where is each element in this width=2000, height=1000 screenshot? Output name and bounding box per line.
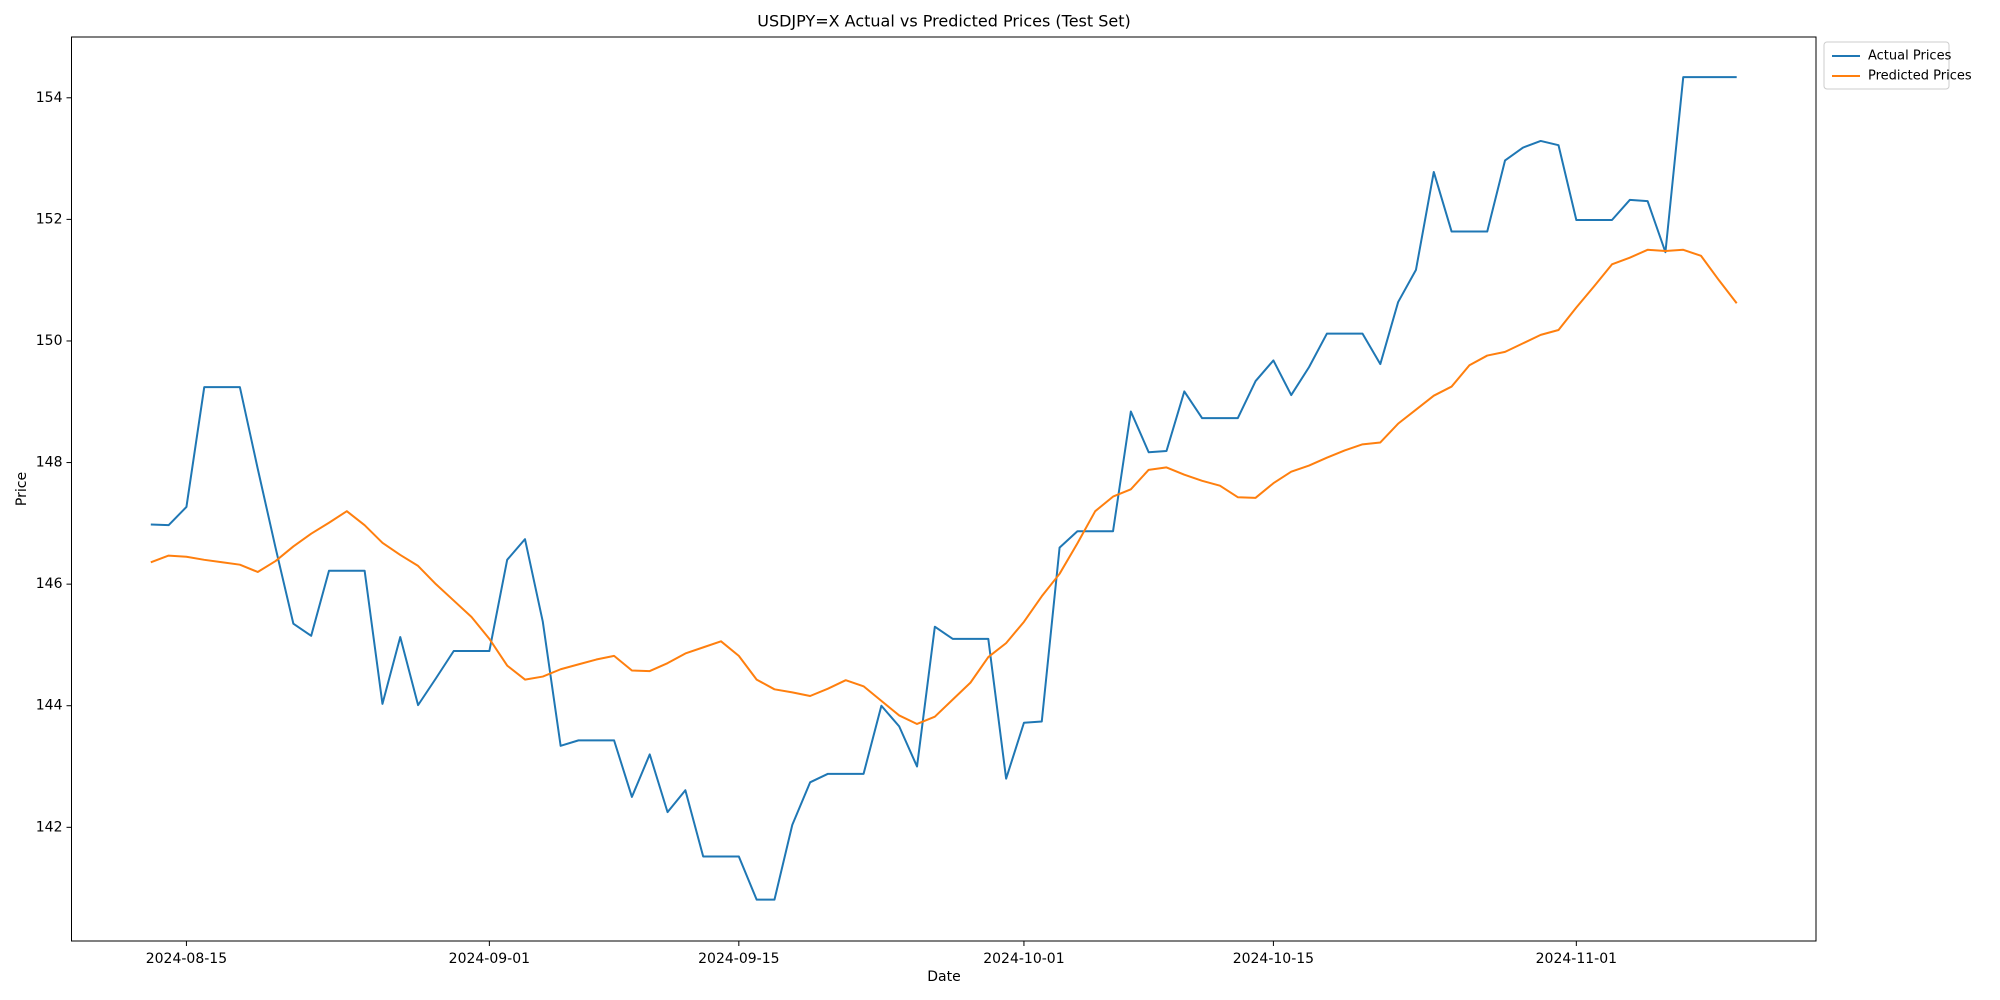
chart-title: USDJPY=X Actual vs Predicted Prices (Tes… <box>757 12 1131 31</box>
legend-box <box>1823 41 1950 90</box>
x-tick-label: 2024-09-15 <box>698 951 779 967</box>
y-tick-label: 154 <box>36 90 63 106</box>
x-tick-label: 2024-10-15 <box>1233 951 1314 967</box>
x-tick-label: 2024-11-01 <box>1536 951 1617 967</box>
y-axis-label: Price <box>14 472 30 506</box>
x-tick-label: 2024-09-01 <box>449 951 530 967</box>
y-tick-label: 150 <box>36 333 63 349</box>
y-tick-label: 146 <box>36 576 63 592</box>
y-tick-label: 152 <box>36 211 63 227</box>
plot-frame <box>71 36 1817 942</box>
legend-label: Predicted Prices <box>1868 69 1972 84</box>
y-tick-label: 148 <box>36 455 63 471</box>
legend-label: Actual Prices <box>1868 49 1952 64</box>
series-line <box>150 76 1737 901</box>
x-tick-label: 2024-10-01 <box>983 951 1064 967</box>
series-line <box>150 248 1738 725</box>
y-tick-label: 144 <box>36 698 63 714</box>
x-tick-label: 2024-08-15 <box>146 951 227 967</box>
y-tick-label: 142 <box>36 819 63 835</box>
x-axis-label: Date <box>927 969 960 985</box>
